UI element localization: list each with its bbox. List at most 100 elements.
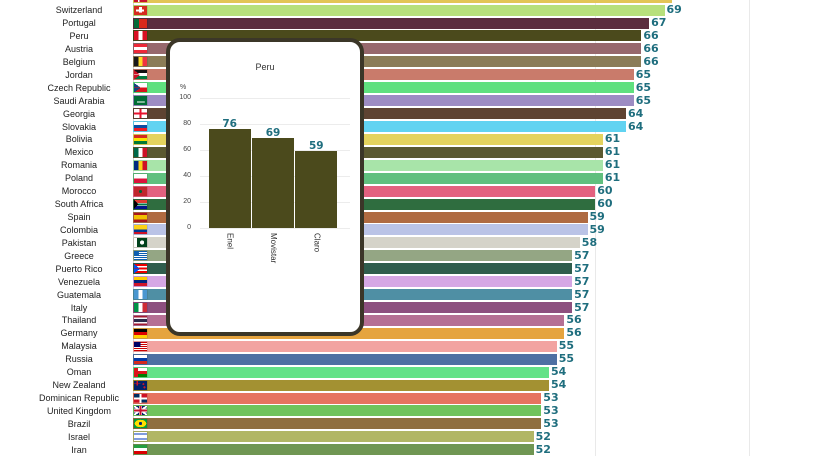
bar-dominican-republic[interactable] bbox=[133, 392, 542, 404]
country-label-brazil: Brazil bbox=[67, 418, 91, 429]
flag-israel-icon bbox=[134, 432, 147, 442]
bar-romania[interactable] bbox=[133, 159, 603, 171]
country-label-guatemala: Guatemala bbox=[56, 289, 102, 300]
country-label-colombia: Colombia bbox=[59, 224, 99, 235]
country-label-belgium: Belgium bbox=[62, 56, 96, 67]
value-label-switzerland: 69 bbox=[666, 3, 682, 17]
flag-oman-icon bbox=[134, 367, 147, 377]
bar-saudi-arabia[interactable] bbox=[133, 95, 634, 107]
country-label-iran: Iran bbox=[71, 444, 87, 455]
value-label-dominican-republic: 53 bbox=[543, 391, 559, 405]
flag-united-kingdom-icon bbox=[134, 406, 147, 416]
tooltip: Peru % 0 20 40 60 80 100 76 Enel 69 Movistar 59 Cla… bbox=[166, 38, 364, 336]
country-label-czech-republic: Czech Republic bbox=[47, 82, 111, 93]
country-label-portugal: Portugal bbox=[62, 18, 96, 29]
value-label-romania: 61 bbox=[604, 158, 621, 172]
flag-greece-icon bbox=[134, 251, 147, 261]
flag-slovakia-icon bbox=[134, 122, 147, 131]
country-label-switzerland: Switzerland bbox=[55, 5, 103, 16]
value-label-austria: 66 bbox=[643, 41, 659, 55]
value-label-new-zealand: 54 bbox=[551, 378, 567, 392]
bar-slovakia[interactable] bbox=[133, 121, 626, 132]
bar-south-africa[interactable] bbox=[133, 198, 596, 210]
value-label-thailand: 56 bbox=[566, 313, 582, 327]
gridline-60 bbox=[595, 0, 597, 456]
value-label-guatemala: 57 bbox=[574, 287, 590, 301]
country-label-austria: Austria bbox=[64, 43, 93, 54]
value-label-israel: 52 bbox=[535, 429, 551, 443]
country-label-puerto-rico: Puerto Rico bbox=[55, 263, 103, 274]
country-label-spain: Spain bbox=[67, 212, 91, 222]
country-label-dominican-republic: Dominican Republic bbox=[38, 393, 120, 404]
bar-new-zealand[interactable] bbox=[133, 379, 549, 391]
flag-south-africa-icon bbox=[134, 199, 147, 209]
flag-portugal-icon bbox=[134, 18, 147, 28]
flag-poland-icon bbox=[134, 173, 147, 183]
value-label-georgia: 64 bbox=[628, 106, 644, 120]
country-label-thailand: Thailand bbox=[61, 315, 97, 326]
bar-morocco[interactable] bbox=[133, 185, 596, 197]
tooltip-y-tick-60: 60 bbox=[183, 146, 191, 153]
flag-belgium-icon bbox=[134, 57, 147, 67]
bar-russia[interactable] bbox=[133, 353, 557, 365]
value-label-venezuela: 57 bbox=[574, 274, 590, 288]
flag-brazil-icon bbox=[134, 419, 147, 429]
bar-denmark[interactable] bbox=[133, 0, 673, 3]
flag-puerto-rico-icon bbox=[134, 264, 147, 274]
value-label-bolivia: 61 bbox=[604, 132, 621, 146]
flag-italy-icon bbox=[134, 303, 147, 313]
flag-russia-icon bbox=[134, 354, 147, 364]
bar-oman[interactable] bbox=[133, 366, 549, 378]
tooltip-bar-chart: 0 20 40 60 80 100 76 Enel 69 Movistar 59 Claro bbox=[170, 42, 360, 332]
flag-iran-icon bbox=[134, 445, 147, 455]
value-label-saudi-arabia: 65 bbox=[635, 93, 651, 107]
tooltip-title: Peru bbox=[255, 62, 275, 72]
tooltip-gridline-100 bbox=[200, 98, 350, 99]
value-label-oman: 54 bbox=[551, 365, 567, 379]
flag-saudi-arabia-icon bbox=[134, 96, 147, 106]
tooltip-bar-claro[interactable] bbox=[295, 151, 338, 228]
bar-georgia[interactable] bbox=[133, 108, 626, 120]
bar-malaysia[interactable] bbox=[133, 340, 557, 352]
value-label-puerto-rico: 57 bbox=[574, 261, 590, 275]
bar-united-kingdom[interactable] bbox=[133, 405, 542, 417]
bar-poland[interactable] bbox=[133, 172, 603, 184]
value-label-spain: 59 bbox=[589, 210, 605, 223]
value-label-morocco: 60 bbox=[597, 184, 613, 198]
tooltip-bar-enel[interactable] bbox=[208, 129, 251, 228]
tooltip-gridline-0 bbox=[200, 228, 350, 229]
country-label-georgia: Georgia bbox=[62, 108, 96, 119]
tooltip-bar-movistar[interactable] bbox=[251, 138, 294, 228]
bar-peru[interactable] bbox=[133, 30, 642, 42]
country-label-russia: Russia bbox=[65, 354, 93, 365]
tooltip-value-label-movistar: 69 bbox=[265, 127, 281, 140]
flag-georgia-icon bbox=[134, 109, 147, 119]
bar-belgium[interactable] bbox=[133, 56, 642, 68]
flag-guatemala-icon bbox=[134, 290, 147, 300]
bar-jordan[interactable] bbox=[133, 69, 634, 81]
bar-czech-republic[interactable] bbox=[133, 82, 634, 94]
bar-bolivia[interactable] bbox=[133, 133, 603, 145]
flag-venezuela-icon bbox=[134, 277, 147, 287]
tooltip-y-tick-40: 40 bbox=[183, 172, 191, 179]
bar-iran[interactable] bbox=[133, 444, 534, 456]
value-label-poland: 61 bbox=[604, 171, 621, 185]
value-label-iran: 52 bbox=[535, 442, 551, 456]
value-label-portugal: 67 bbox=[651, 16, 667, 30]
country-label-mexico: Mexico bbox=[64, 147, 94, 158]
bar-portugal[interactable] bbox=[133, 17, 650, 29]
value-label-greece: 57 bbox=[574, 248, 590, 262]
flag-colombia-icon bbox=[134, 225, 147, 235]
bar-switzerland[interactable] bbox=[133, 4, 665, 16]
bar-austria[interactable] bbox=[133, 43, 642, 55]
flag-pakistan-icon bbox=[134, 238, 147, 248]
bar-mexico[interactable] bbox=[133, 146, 603, 158]
flag-peru-icon bbox=[134, 31, 147, 41]
bar-brazil[interactable] bbox=[133, 418, 542, 430]
flag-mexico-icon bbox=[134, 147, 147, 157]
bar-israel[interactable] bbox=[133, 431, 534, 443]
country-label-malaysia: Malaysia bbox=[61, 341, 97, 352]
flag-malaysia-icon bbox=[134, 341, 147, 351]
flag-morocco-icon bbox=[134, 186, 147, 196]
